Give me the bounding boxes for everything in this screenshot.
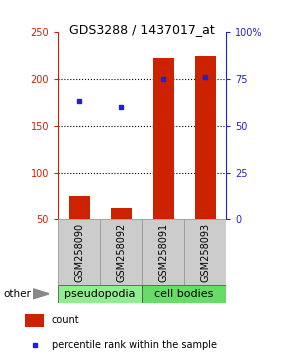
Polygon shape — [33, 289, 49, 299]
Text: GSM258092: GSM258092 — [116, 223, 126, 282]
Bar — [25, 314, 44, 327]
Text: percentile rank within the sample: percentile rank within the sample — [52, 340, 217, 350]
Bar — [100, 219, 142, 285]
Bar — [153, 58, 174, 266]
Bar — [142, 285, 226, 303]
Bar — [195, 56, 216, 266]
Bar — [58, 285, 142, 303]
Bar — [142, 219, 184, 285]
Text: pseudopodia: pseudopodia — [64, 289, 136, 299]
Bar — [58, 219, 100, 285]
Bar — [68, 196, 90, 266]
Text: GSM258091: GSM258091 — [158, 223, 168, 282]
Text: GDS3288 / 1437017_at: GDS3288 / 1437017_at — [69, 23, 215, 36]
Text: other: other — [3, 289, 31, 299]
Bar — [184, 219, 226, 285]
Text: cell bodies: cell bodies — [155, 289, 214, 299]
Bar — [110, 208, 132, 266]
Text: count: count — [52, 315, 79, 325]
Text: GSM258093: GSM258093 — [200, 223, 210, 282]
Text: GSM258090: GSM258090 — [74, 223, 84, 282]
